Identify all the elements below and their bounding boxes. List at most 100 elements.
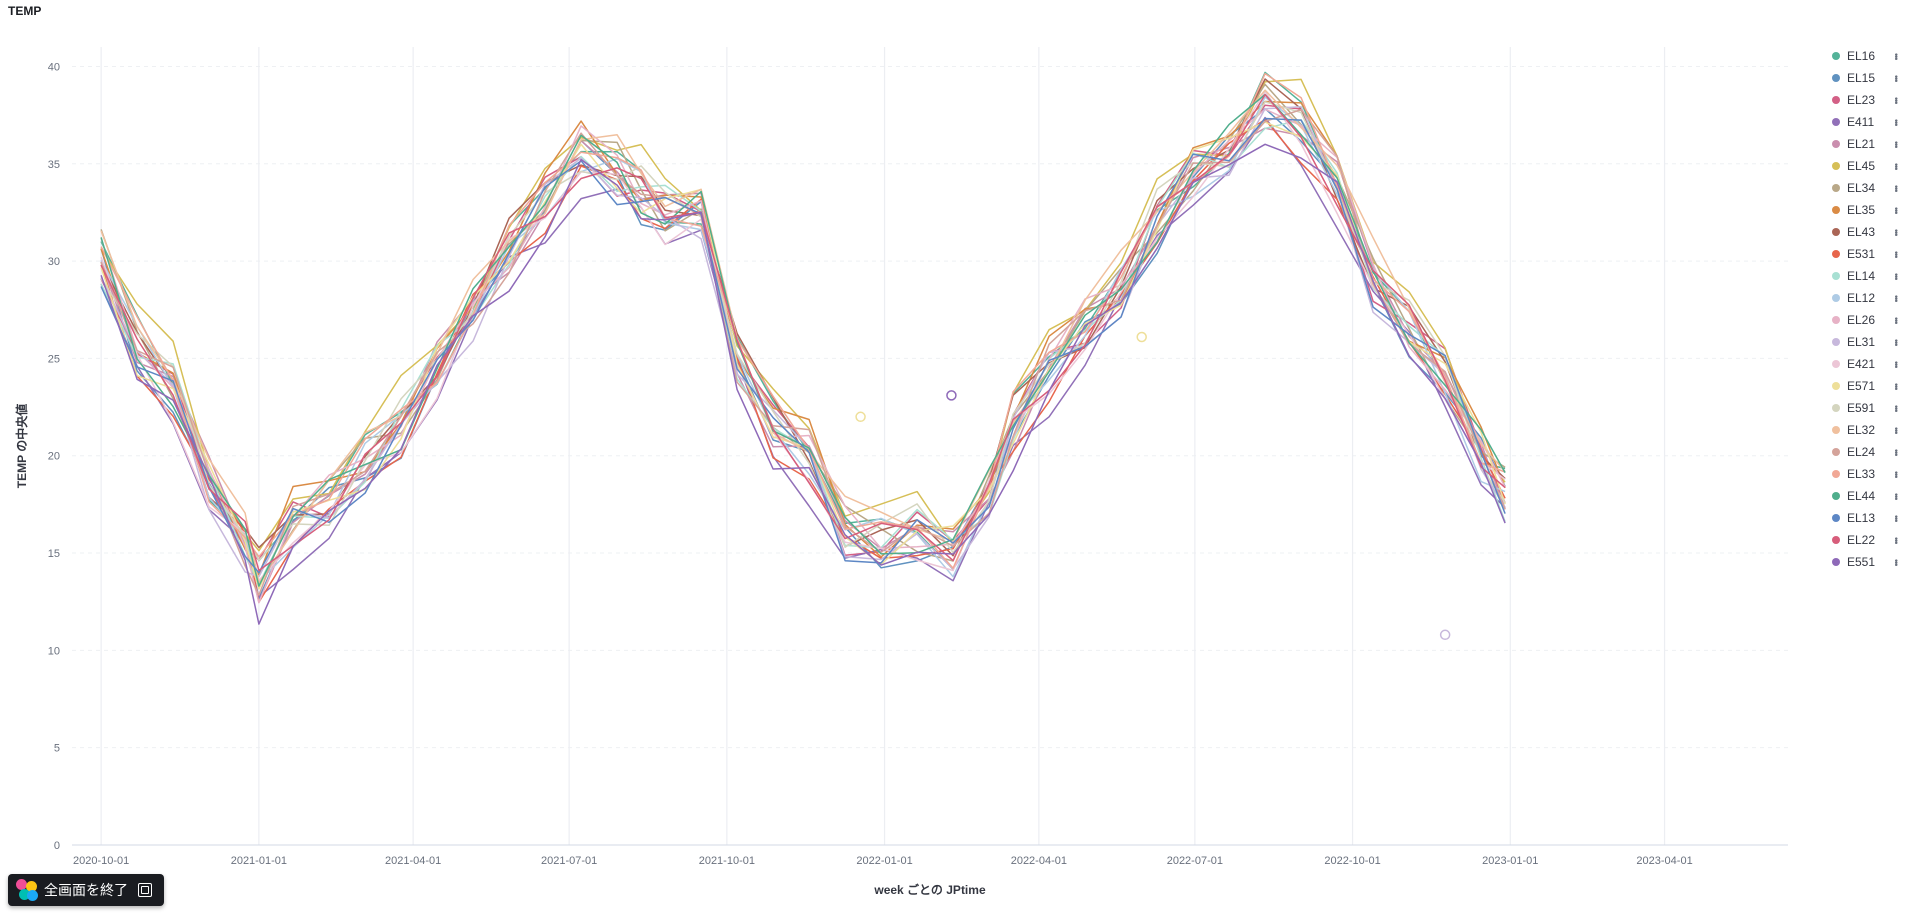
isolated-point[interactable] bbox=[855, 411, 866, 423]
legend-label: EL31 bbox=[1847, 335, 1876, 349]
y-tick-label: 30 bbox=[48, 256, 60, 268]
kibana-logo-icon bbox=[16, 879, 38, 901]
series-line-el22[interactable] bbox=[100, 93, 1506, 572]
legend-item-e411[interactable]: E411 ••• bbox=[1832, 111, 1920, 133]
legend-actions-icon[interactable]: ••• bbox=[1891, 74, 1901, 82]
legend-item-el35[interactable]: EL35 ••• bbox=[1832, 199, 1920, 221]
y-tick-label: 0 bbox=[54, 840, 60, 852]
legend-label: EL33 bbox=[1847, 467, 1876, 481]
x-tick-label: 2021-07-01 bbox=[541, 855, 597, 867]
legend-color-dot bbox=[1832, 228, 1840, 236]
series-line-el13[interactable] bbox=[100, 117, 1506, 574]
legend-actions-icon[interactable]: ••• bbox=[1891, 536, 1901, 544]
legend-actions-icon[interactable]: ••• bbox=[1891, 184, 1901, 192]
legend-item-el13[interactable]: EL13 ••• bbox=[1832, 507, 1920, 529]
legend-color-dot bbox=[1832, 316, 1840, 324]
legend-actions-icon[interactable]: ••• bbox=[1891, 470, 1901, 478]
series-line-e591[interactable] bbox=[100, 101, 1506, 561]
y-tick-label: 40 bbox=[48, 61, 60, 73]
legend-actions-icon[interactable]: ••• bbox=[1891, 140, 1901, 148]
series-line-e571[interactable] bbox=[100, 121, 1506, 590]
legend-item-el16[interactable]: EL16 ••• bbox=[1832, 45, 1920, 67]
legend-actions-icon[interactable]: ••• bbox=[1891, 558, 1901, 566]
legend-actions-icon[interactable]: ••• bbox=[1891, 426, 1901, 434]
legend-actions-icon[interactable]: ••• bbox=[1891, 228, 1901, 236]
legend-color-dot bbox=[1832, 382, 1840, 390]
legend-actions-icon[interactable]: ••• bbox=[1891, 162, 1901, 170]
legend-actions-icon[interactable]: ••• bbox=[1891, 360, 1901, 368]
y-tick-label: 15 bbox=[48, 548, 60, 560]
series-line-el33[interactable] bbox=[100, 72, 1506, 569]
legend-color-dot bbox=[1832, 272, 1840, 280]
series-line-el44[interactable] bbox=[100, 93, 1506, 587]
isolated-point[interactable] bbox=[1439, 629, 1451, 641]
legend-color-dot bbox=[1832, 118, 1840, 126]
legend-item-e421[interactable]: E421 ••• bbox=[1832, 353, 1920, 375]
legend-actions-icon[interactable]: ••• bbox=[1891, 118, 1901, 126]
x-tick-label: 2021-10-01 bbox=[699, 855, 755, 867]
x-axis-label: week ごとの JPtime bbox=[873, 882, 986, 897]
chart-isolated-points bbox=[855, 331, 1451, 641]
series-line-el45[interactable] bbox=[100, 78, 1506, 552]
legend-item-el44[interactable]: EL44 ••• bbox=[1832, 485, 1920, 507]
x-tick-label: 2022-10-01 bbox=[1324, 855, 1380, 867]
legend-color-dot bbox=[1832, 404, 1840, 412]
legend-actions-icon[interactable]: ••• bbox=[1891, 96, 1901, 104]
legend-item-el15[interactable]: EL15 ••• bbox=[1832, 67, 1920, 89]
legend-item-e591[interactable]: E591 ••• bbox=[1832, 397, 1920, 419]
legend-actions-icon[interactable]: ••• bbox=[1891, 514, 1901, 522]
legend-item-el32[interactable]: EL32 ••• bbox=[1832, 419, 1920, 441]
legend-item-e571[interactable]: E571 ••• bbox=[1832, 375, 1920, 397]
x-tick-label: 2023-01-01 bbox=[1482, 855, 1538, 867]
legend-color-dot bbox=[1832, 360, 1840, 368]
chart-grid bbox=[72, 47, 1788, 846]
legend-label: EL13 bbox=[1847, 511, 1876, 525]
legend-actions-icon[interactable]: ••• bbox=[1891, 250, 1901, 258]
legend-item-el22[interactable]: EL22 ••• bbox=[1832, 529, 1920, 551]
series-line-el24[interactable] bbox=[100, 108, 1506, 596]
legend-item-el24[interactable]: EL24 ••• bbox=[1832, 441, 1920, 463]
legend-item-el43[interactable]: EL43 ••• bbox=[1832, 221, 1920, 243]
legend-actions-icon[interactable]: ••• bbox=[1891, 404, 1901, 412]
legend-item-el33[interactable]: EL33 ••• bbox=[1832, 463, 1920, 485]
legend-item-el26[interactable]: EL26 ••• bbox=[1832, 309, 1920, 331]
legend-item-el31[interactable]: EL31 ••• bbox=[1832, 331, 1920, 353]
series-line-e411[interactable] bbox=[100, 116, 1506, 598]
legend-actions-icon[interactable]: ••• bbox=[1891, 52, 1901, 60]
legend-label: EL22 bbox=[1847, 533, 1876, 547]
x-tick-label: 2022-01-01 bbox=[856, 855, 912, 867]
legend-label: EL44 bbox=[1847, 489, 1876, 503]
legend-actions-icon[interactable]: ••• bbox=[1891, 206, 1901, 214]
legend-actions-icon[interactable]: ••• bbox=[1891, 338, 1901, 346]
legend-item-e531[interactable]: E531 ••• bbox=[1832, 243, 1920, 265]
legend-item-el34[interactable]: EL34 ••• bbox=[1832, 177, 1920, 199]
y-tick-label: 35 bbox=[48, 159, 60, 171]
series-line-el23[interactable] bbox=[100, 104, 1506, 561]
series-line-el32[interactable] bbox=[100, 89, 1506, 585]
legend-actions-icon[interactable]: ••• bbox=[1891, 382, 1901, 390]
legend-item-el14[interactable]: EL14 ••• bbox=[1832, 265, 1920, 287]
legend-color-dot bbox=[1832, 162, 1840, 170]
isolated-point[interactable] bbox=[946, 390, 957, 401]
isolated-point[interactable] bbox=[1136, 331, 1147, 343]
legend-actions-icon[interactable]: ••• bbox=[1891, 272, 1901, 280]
legend-label: EL34 bbox=[1847, 181, 1876, 195]
legend-color-dot bbox=[1832, 470, 1840, 478]
legend-item-el23[interactable]: EL23 ••• bbox=[1832, 89, 1920, 111]
legend-label: EL14 bbox=[1847, 269, 1876, 283]
series-line-e551[interactable] bbox=[100, 143, 1506, 625]
legend-item-e551[interactable]: E551 ••• bbox=[1832, 551, 1920, 573]
legend-actions-icon[interactable]: ••• bbox=[1891, 316, 1901, 324]
legend-color-dot bbox=[1832, 184, 1840, 192]
legend-item-el45[interactable]: EL45 ••• bbox=[1832, 155, 1920, 177]
legend-item-el12[interactable]: EL12 ••• bbox=[1832, 287, 1920, 309]
exit-fullscreen-button[interactable]: 全画面を終了 bbox=[8, 874, 164, 906]
legend-actions-icon[interactable]: ••• bbox=[1891, 294, 1901, 302]
series-line-el34[interactable] bbox=[100, 83, 1506, 588]
series-line-el21[interactable] bbox=[100, 127, 1506, 603]
legend-item-el21[interactable]: EL21 ••• bbox=[1832, 133, 1920, 155]
legend-actions-icon[interactable]: ••• bbox=[1891, 448, 1901, 456]
legend-label: E571 bbox=[1847, 379, 1876, 393]
legend-actions-icon[interactable]: ••• bbox=[1891, 492, 1901, 500]
